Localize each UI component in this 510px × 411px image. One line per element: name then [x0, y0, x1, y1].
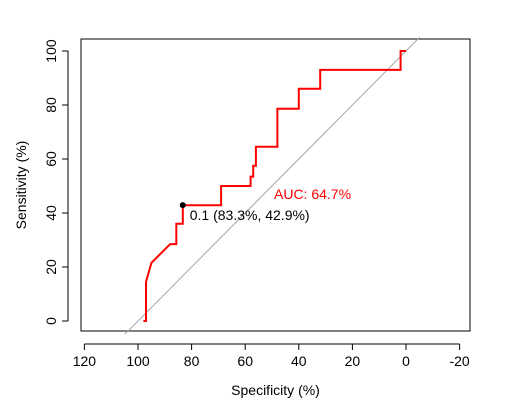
x-tick-label: 20 [345, 353, 361, 369]
x-axis-title: Specificity (%) [231, 382, 320, 398]
y-tick-label: 20 [43, 259, 59, 275]
x-tick-label: 0 [402, 353, 410, 369]
x-tick-label: 100 [126, 353, 150, 369]
best-threshold-label: 0.1 (83.3%, 42.9%) [190, 207, 310, 223]
y-tick-label: 80 [43, 97, 59, 113]
x-tick-label: 60 [237, 353, 253, 369]
y-tick-label: 40 [43, 205, 59, 221]
x-tick-label: 40 [291, 353, 307, 369]
reference-diagonal [124, 37, 420, 335]
y-tick-label: 60 [43, 151, 59, 167]
x-tick-label: -20 [449, 353, 469, 369]
roc-curve [143, 50, 406, 322]
y-axis: 0 20 40 60 80 100 [43, 39, 69, 325]
plot-frame [80, 38, 471, 332]
y-tick-label: 0 [43, 317, 59, 325]
y-tick-label: 100 [43, 39, 59, 63]
best-threshold-point [179, 202, 186, 209]
x-tick-label: 80 [184, 353, 200, 369]
auc-label: AUC: 64.7% [274, 186, 351, 202]
x-tick-label: 120 [73, 353, 97, 369]
x-axis: 120 100 80 60 40 20 0 -20 [73, 343, 470, 369]
y-axis-title: Sensitivity (%) [13, 141, 29, 230]
